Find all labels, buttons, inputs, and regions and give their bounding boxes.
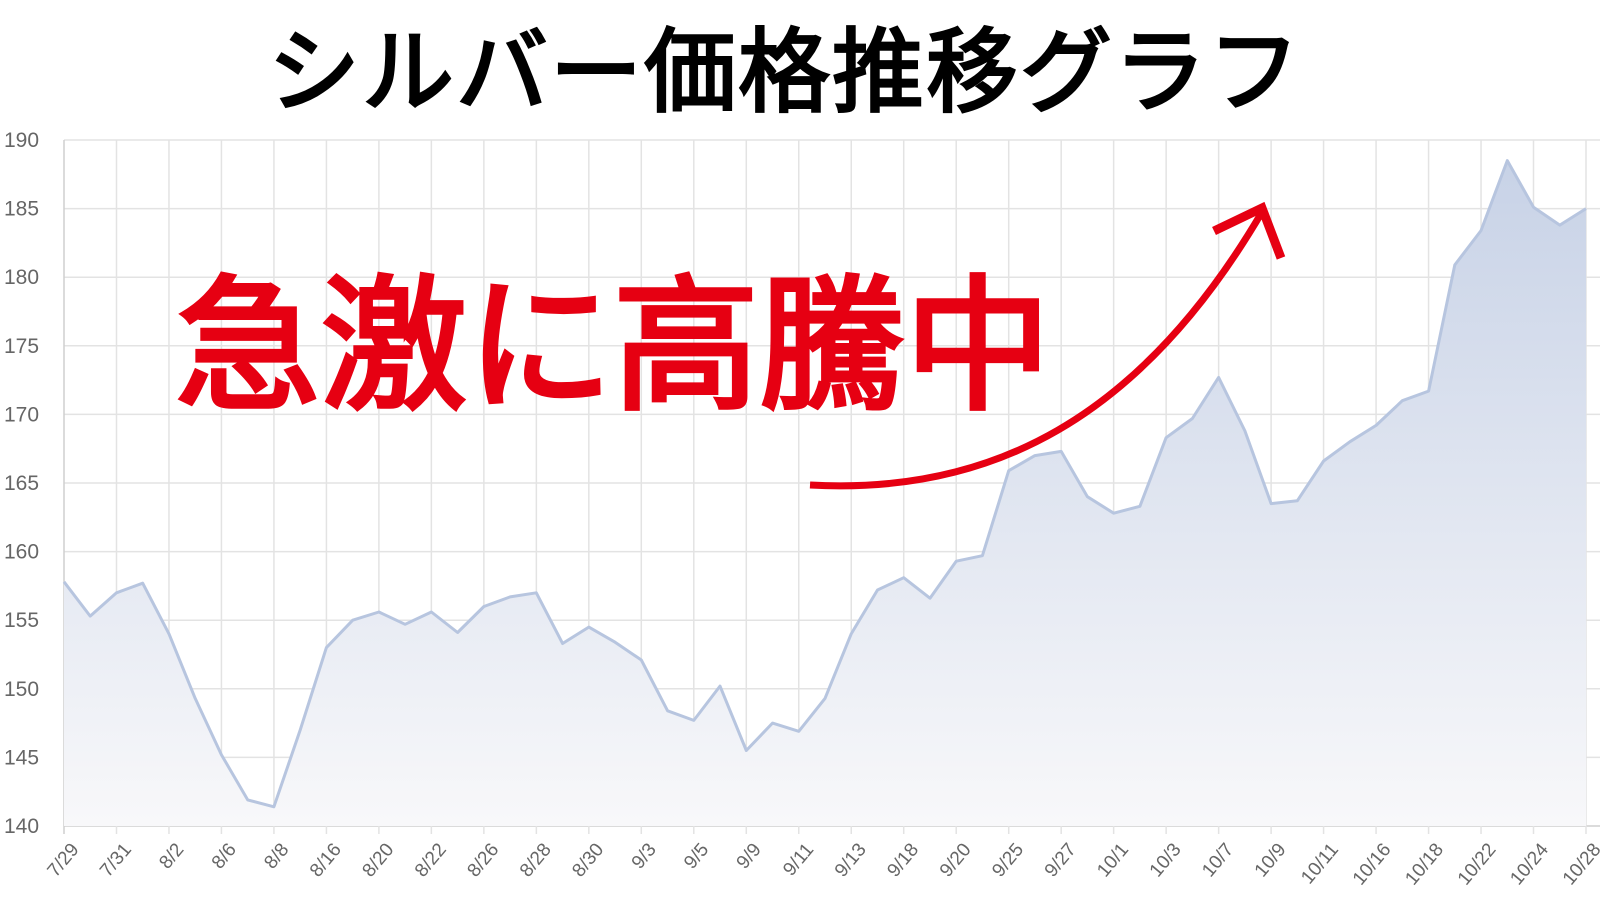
y-tick-label: 140: [4, 815, 39, 838]
x-tick-label: 8/8: [260, 839, 293, 873]
x-tick-label: 9/27: [1041, 839, 1081, 881]
x-tick-label: 10/1: [1093, 839, 1133, 881]
x-tick-label: 9/18: [883, 839, 923, 881]
x-tick-label: 10/7: [1198, 839, 1238, 881]
x-tick-label: 10/9: [1251, 839, 1291, 881]
y-tick-label: 160: [4, 541, 39, 564]
x-tick-label: 8/22: [411, 839, 451, 881]
y-tick-label: 170: [4, 403, 39, 426]
y-tick-label: 155: [4, 609, 39, 632]
x-tick-label: 9/5: [680, 839, 713, 873]
y-tick-label: 180: [4, 266, 39, 289]
x-tick-label: 9/20: [936, 839, 976, 881]
y-tick-label: 190: [4, 129, 39, 152]
x-tick-label: 10/18: [1401, 839, 1448, 889]
x-tick-label: 8/16: [306, 839, 346, 881]
x-tick-label: 10/16: [1349, 839, 1396, 889]
y-tick-label: 185: [4, 198, 39, 221]
chart-title: シルバー価格推移グラフ: [267, 19, 1302, 126]
x-tick-label: 9/3: [628, 839, 661, 873]
x-tick-label: 8/28: [516, 839, 556, 881]
x-tick-label: 8/2: [155, 839, 188, 873]
y-tick-label: 175: [4, 335, 39, 358]
x-tick-label: 7/31: [96, 839, 136, 881]
x-tick-label: 10/28: [1559, 839, 1600, 889]
x-tick-label: 7/29: [44, 839, 84, 881]
x-tick-label: 8/6: [208, 839, 241, 873]
x-tick-label: 9/11: [779, 839, 818, 880]
x-tick-label: 8/26: [463, 839, 503, 881]
x-tick-label: 9/25: [988, 839, 1028, 881]
y-axis-ticks: 190 185 180 175 170 165 160 155 150 145 140: [4, 129, 39, 838]
x-tick-label: 10/3: [1146, 839, 1186, 881]
x-tick-label: 9/13: [831, 839, 871, 881]
x-tick-label: 10/24: [1506, 839, 1553, 889]
annotation-text: 急激に高騰中: [175, 262, 1051, 432]
rising-arrow-icon: [809, 201, 1286, 490]
x-tick-label: 10/11: [1297, 839, 1343, 888]
x-tick-label: 8/30: [568, 839, 608, 881]
x-tick-label: 10/22: [1454, 839, 1501, 889]
price-area-fill: [64, 160, 1586, 827]
y-tick-label: 165: [4, 472, 39, 495]
y-tick-label: 150: [4, 678, 39, 701]
x-tick-label: 9/9: [733, 839, 766, 873]
x-axis-ticks: 7/29 7/31 8/2 8/6 8/8 8/16 8/20 8/22 8/26 8/28 8/3…: [44, 839, 1600, 889]
y-tick-label: 145: [4, 746, 39, 769]
x-tick-label: 8/20: [359, 839, 399, 881]
